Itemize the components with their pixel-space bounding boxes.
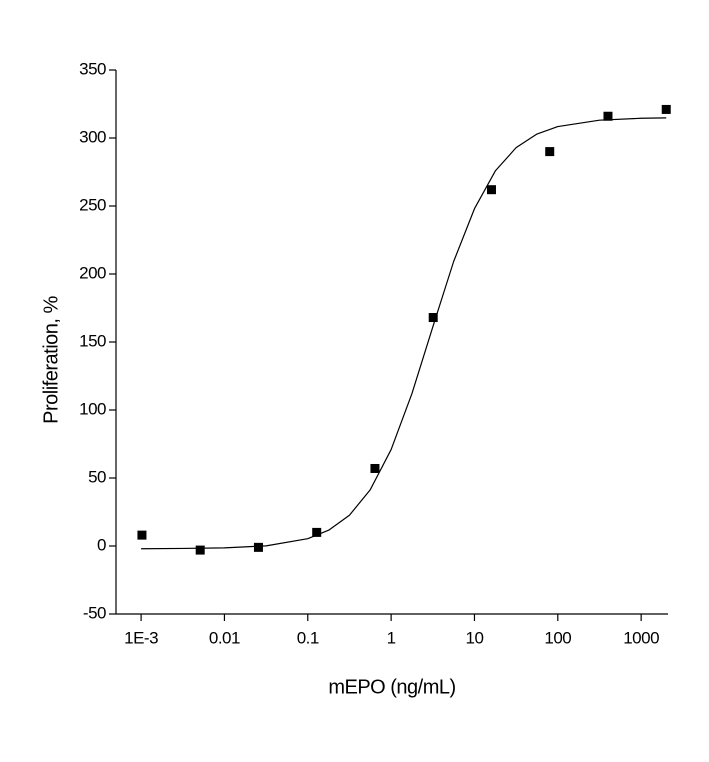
- y-tick-label: 200: [79, 263, 106, 282]
- x-tick-label: 1000: [623, 628, 659, 647]
- x-axis-label: mEPO (ng/mL): [328, 676, 455, 698]
- data-point: [661, 104, 671, 114]
- data-point: [428, 313, 438, 323]
- data-point: [137, 530, 147, 540]
- y-tick-label: -50: [83, 603, 106, 622]
- fit-curve: [141, 117, 667, 550]
- y-tick-label: 100: [79, 399, 106, 418]
- data-point: [603, 111, 613, 121]
- x-tick-label: 0.1: [297, 628, 319, 647]
- data-point: [545, 147, 555, 157]
- data-point: [253, 542, 263, 552]
- x-tick-label: 100: [544, 628, 571, 647]
- x-tick-label: 10: [465, 628, 483, 647]
- y-tick-label: 50: [88, 467, 106, 486]
- y-tick-label: 250: [79, 195, 106, 214]
- x-tick-label: 1: [387, 628, 396, 647]
- data-point: [370, 463, 380, 473]
- y-tick-label: 0: [97, 535, 106, 554]
- data-point: [486, 185, 496, 195]
- y-tick-label: 150: [79, 331, 106, 350]
- data-point: [195, 545, 205, 555]
- y-tick-label: 350: [79, 59, 106, 78]
- data-point: [312, 527, 322, 537]
- y-tick-label: 300: [79, 127, 106, 146]
- y-axis-label: Proliferation, %: [40, 295, 62, 423]
- x-tick-label: 1E-3: [124, 628, 158, 647]
- x-tick-label: 0.01: [209, 628, 240, 647]
